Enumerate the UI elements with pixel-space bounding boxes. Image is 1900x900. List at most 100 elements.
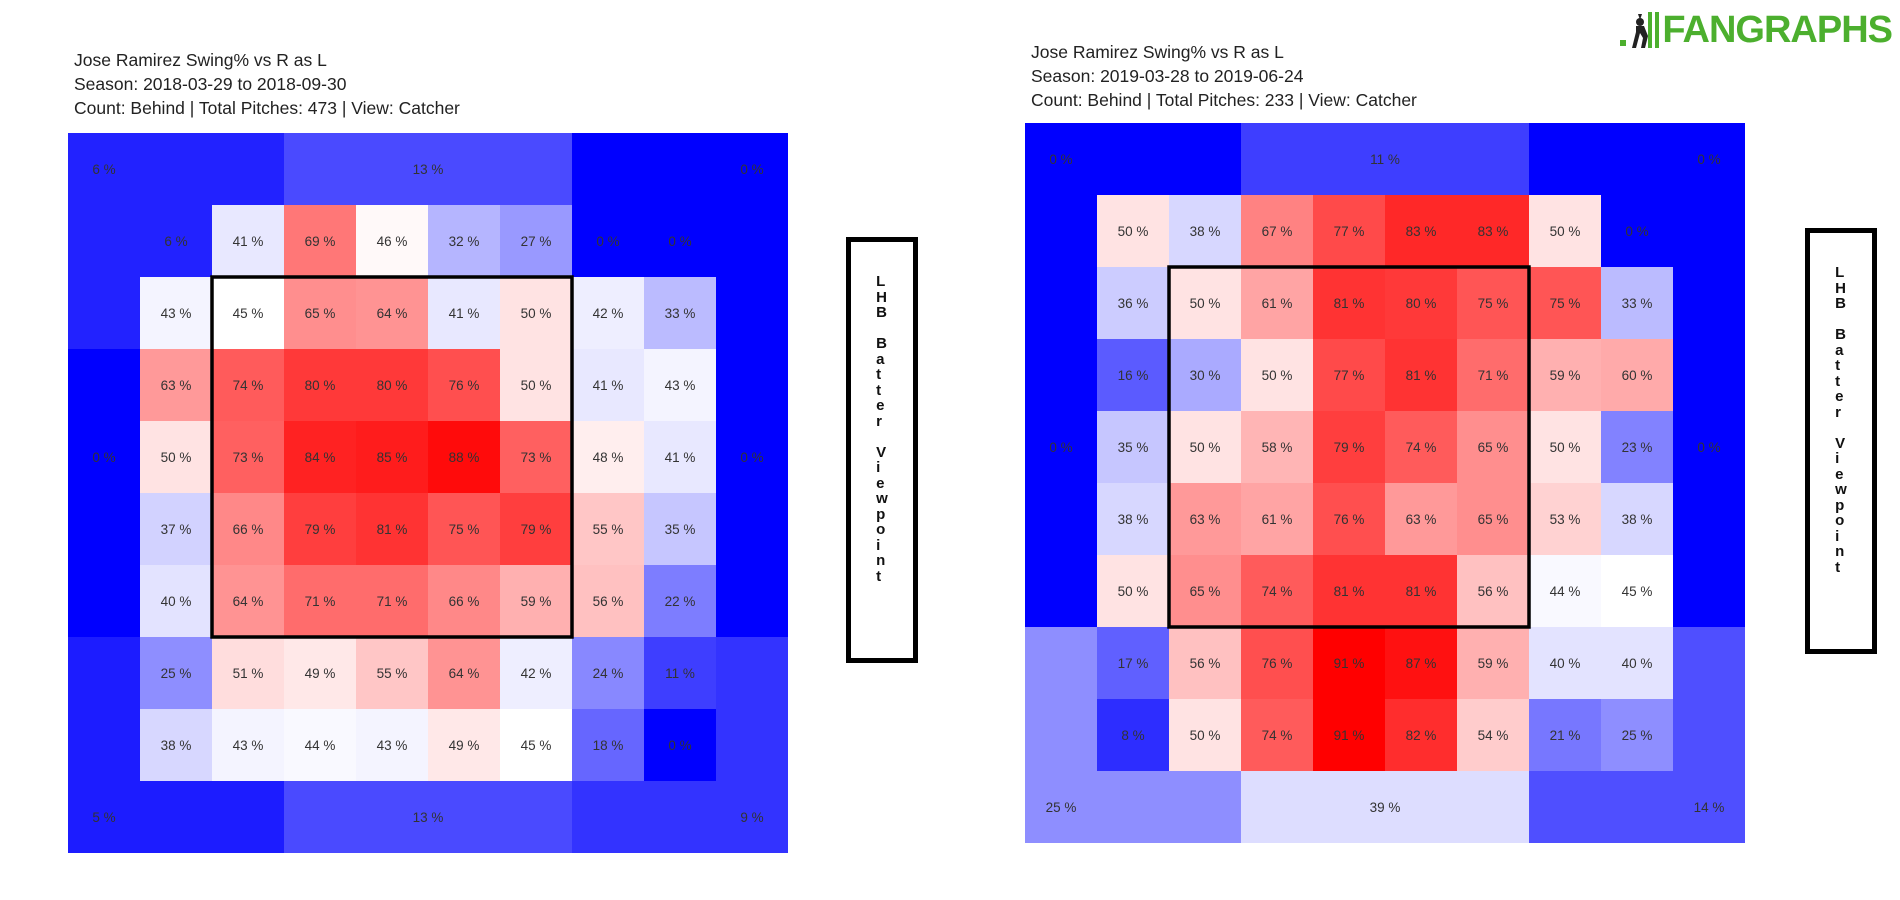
heatmap-cell: [500, 709, 572, 781]
fangraphs-logo[interactable]: FANGRAPHS: [1618, 9, 1893, 51]
heatmap-cell: [428, 709, 500, 781]
zone-heatmap-2018: 6 % 13 % 0 % 0 % 0 % 5 % 13 % 9 % 6 % 41 % 69 % 46 …: [68, 133, 788, 853]
heatmap-cell-label: 54 %: [1478, 728, 1509, 743]
heatmap-cell: [428, 493, 500, 565]
outer-zone-bottom-center: [1241, 771, 1529, 843]
heatmap-cell-label: 87 %: [1406, 656, 1437, 671]
heatmap-cell-label: 16 %: [1118, 368, 1149, 383]
heatmap-cell: [500, 637, 572, 709]
heatmap-cell-label: 30 %: [1190, 368, 1221, 383]
heatmap-cell: [1097, 483, 1169, 555]
heatmap-cell-label: 77 %: [1334, 224, 1365, 239]
heatmap-cell: [140, 637, 212, 709]
outer-zone-bottom-right: [1529, 771, 1745, 843]
heatmap-cell-label: 50 %: [1190, 296, 1221, 311]
heatmap-cell-label: 38 %: [1622, 512, 1653, 527]
heatmap-cell: [1313, 411, 1385, 483]
heatmap-cell-label: 65 %: [305, 306, 336, 321]
heatmap-cell-label: 25 %: [161, 666, 192, 681]
heatmap-cell: [572, 637, 644, 709]
heatmap-cell-label: 43 %: [233, 738, 264, 753]
heatmap-cell: [1385, 195, 1457, 267]
heatmap-cell-label: 25 %: [1622, 728, 1653, 743]
heatmap-cell: [1385, 627, 1457, 699]
heatmap-cell-label: 69 %: [305, 234, 336, 249]
outer-zone-label: 0 %: [1049, 152, 1072, 167]
heatmap-cell-label: 40 %: [1550, 656, 1581, 671]
heatmap-cell: [284, 421, 356, 493]
outer-zone-label: 0 %: [740, 162, 763, 177]
outer-zone-label: 25 %: [1046, 800, 1077, 815]
heatmap-cell-label: 50 %: [521, 306, 552, 321]
heatmap-cell-label: 40 %: [1622, 656, 1653, 671]
heatmap-cell: [1529, 627, 1601, 699]
heatmap-cell: [572, 277, 644, 349]
heatmap-cell: [284, 205, 356, 277]
outer-zone-label: 9 %: [740, 810, 763, 825]
heatmap-cell-label: 75 %: [1478, 296, 1509, 311]
heatmap-svg: 6 % 13 % 0 % 0 % 0 % 5 % 13 % 9 % 6 % 41 % 69 % 46 …: [68, 133, 788, 853]
heatmap-cell: [1313, 195, 1385, 267]
heatmap-cell-label: 38 %: [1190, 224, 1221, 239]
heatmap-cell: [284, 637, 356, 709]
heatmap-cell: [140, 565, 212, 637]
heatmap-cell: [1385, 699, 1457, 771]
heatmap-cell: [572, 493, 644, 565]
heatmap-cell: [1457, 627, 1529, 699]
heatmap-cell-label: 21 %: [1550, 728, 1581, 743]
heatmap-cell: [1097, 267, 1169, 339]
heatmap-cell: [284, 709, 356, 781]
heatmap-cell: [428, 565, 500, 637]
outer-zone-top-left: [68, 133, 284, 205]
heatmap-cell-label: 0 %: [668, 738, 691, 753]
chart-title: Jose Ramirez Swing% vs R as L: [74, 50, 327, 70]
heatmap-cell-label: 63 %: [1406, 512, 1437, 527]
heatmap-cell-label: 43 %: [377, 738, 408, 753]
heatmap-cell: [212, 277, 284, 349]
strike-zone-outline: [1167, 265, 1531, 629]
heatmap-cell: [1457, 195, 1529, 267]
heatmap-cell-label: 66 %: [233, 522, 264, 537]
batter-silhouette-icon: [1620, 12, 1660, 48]
heatmap-cell-label: 50 %: [1262, 368, 1293, 383]
heatmap-cell: [212, 637, 284, 709]
outer-zone-middle-left: [1025, 339, 1097, 627]
heatmap-cell: [140, 493, 212, 565]
heatmap-cell-label: 35 %: [1118, 440, 1149, 455]
heatmap-cell: [1097, 699, 1169, 771]
heatmap-cell-label: 56 %: [1478, 584, 1509, 599]
heatmap-cell: [1601, 483, 1673, 555]
brand-name: FANGRAPHS: [1662, 9, 1893, 51]
heatmap-cell: [1313, 267, 1385, 339]
heatmap-cell-label: 22 %: [665, 594, 696, 609]
heatmap-cell-label: 41 %: [233, 234, 264, 249]
heatmap-cell-label: 63 %: [1190, 512, 1221, 527]
heatmap-cell-label: 79 %: [305, 522, 336, 537]
heatmap-cell-label: 6 %: [164, 234, 187, 249]
strike-zone-outline: [210, 275, 574, 639]
heatmap-cell-label: 59 %: [521, 594, 552, 609]
heatmap-cell: [1529, 339, 1601, 411]
heatmap-cell-label: 55 %: [593, 522, 624, 537]
heatmap-cell-label: 79 %: [1334, 440, 1365, 455]
heatmap-cell-label: 80 %: [1406, 296, 1437, 311]
heatmap-cell-label: 81 %: [1406, 584, 1437, 599]
heatmap-cell: [644, 349, 716, 421]
heatmap-cell: [1169, 411, 1241, 483]
heatmap-cell: [1169, 483, 1241, 555]
chart-season: Season: 2019-03-28 to 2019-06-24: [1031, 66, 1304, 86]
outer-zone-top-right: [572, 133, 788, 205]
heatmap-cell-label: 46 %: [377, 234, 408, 249]
heatmap-cell: [500, 493, 572, 565]
outer-zone-label: 0 %: [1697, 152, 1720, 167]
outer-zone-bottom-right: [572, 781, 788, 853]
heatmap-cell: [1097, 411, 1169, 483]
heatmap-cell: [140, 277, 212, 349]
heatmap-cell-label: 50 %: [521, 378, 552, 393]
heatmap-cell-label: 38 %: [1118, 512, 1149, 527]
heatmap-cell: [1169, 555, 1241, 627]
heatmap-cell: [1169, 699, 1241, 771]
heatmap-cell-label: 74 %: [1262, 584, 1293, 599]
